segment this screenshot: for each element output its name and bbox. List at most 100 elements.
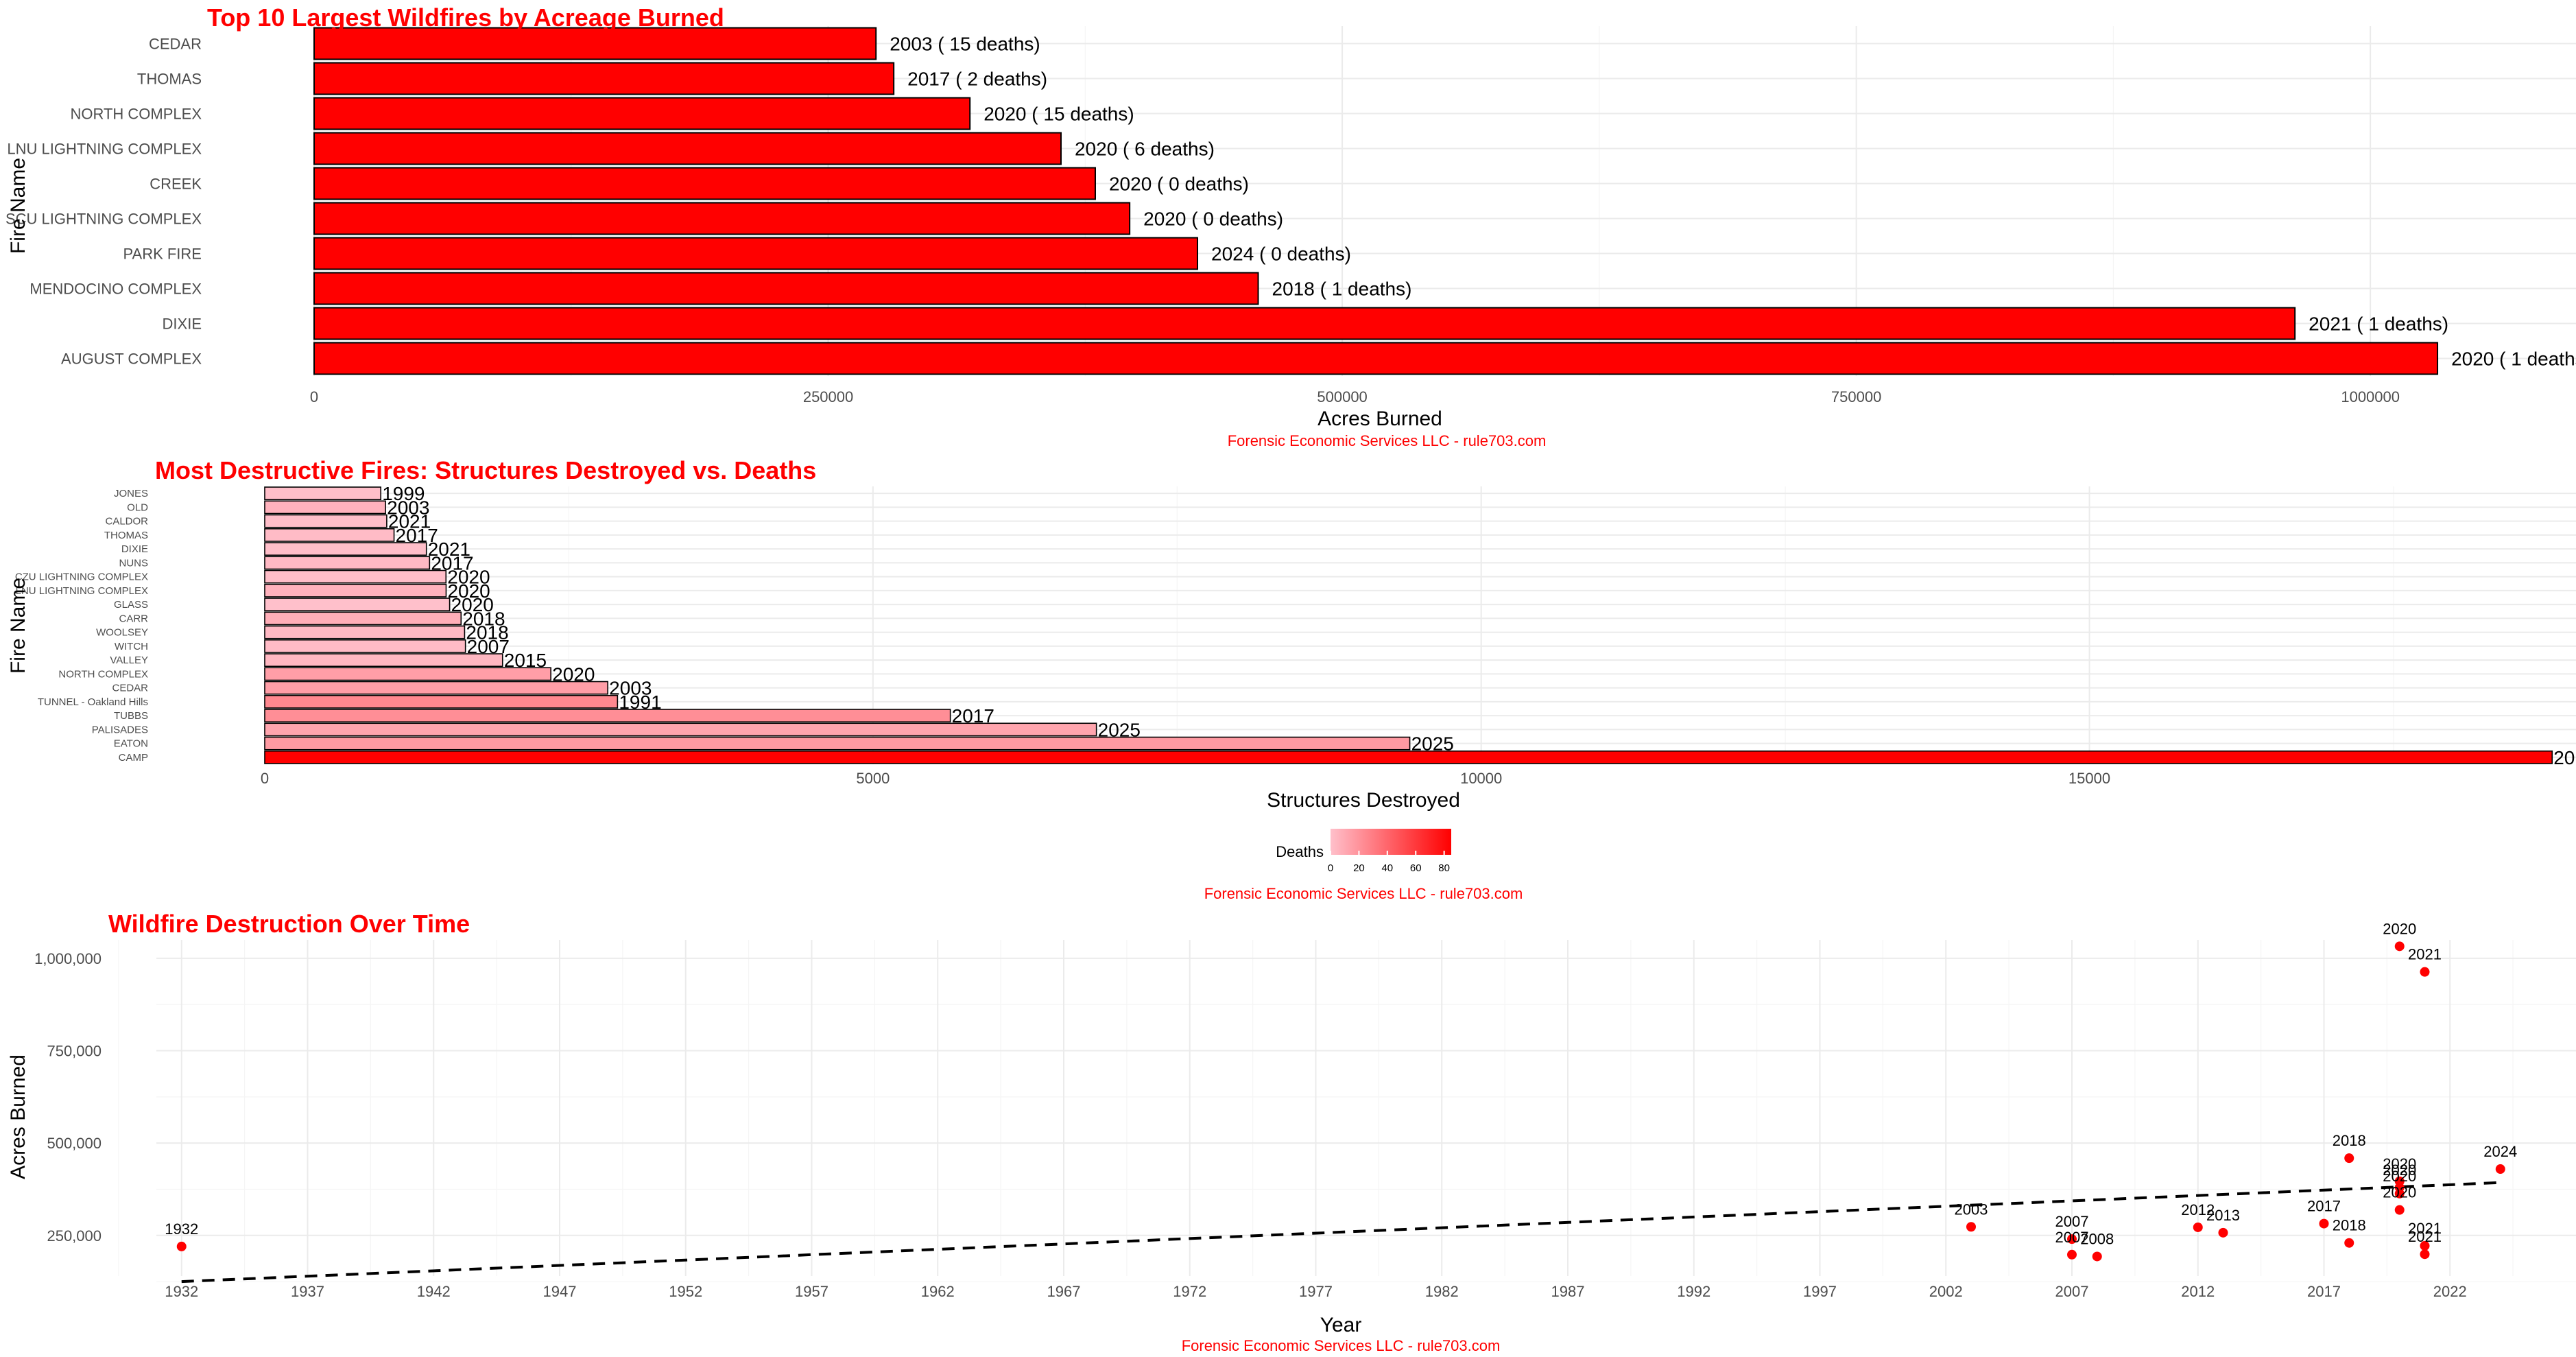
bar-label: 2017: [952, 705, 994, 727]
bar: [313, 167, 1096, 200]
bar-label: 2003: [609, 678, 652, 699]
category-label: DIXIE: [163, 316, 202, 333]
data-point: [2394, 941, 2405, 952]
y-axis-title: Fire Name: [7, 158, 29, 254]
data-point: [2319, 1218, 2329, 1229]
point-label: 1932: [165, 1220, 198, 1238]
x-tick-label: 0: [261, 770, 269, 787]
caption: Forensic Economic Services LLC - rule703…: [1204, 885, 1523, 902]
category-label: THOMAS: [137, 71, 202, 88]
x-tick-label: 15000: [2068, 770, 2110, 787]
data-point: [176, 1241, 187, 1251]
category-label: LNU LIGHTNING COMPLEX: [7, 141, 202, 158]
chart-title: Top 10 Largest Wildfires by Acreage Burn…: [207, 3, 724, 32]
category-label: MENDOCINO COMPLEX: [29, 281, 202, 298]
bar: [264, 569, 447, 584]
bar: [313, 342, 2439, 375]
bar: [264, 639, 466, 653]
category-label: CREEK: [150, 176, 202, 193]
bar-label: 2018 ( 1 deaths): [1272, 279, 1412, 300]
category-label: TUNNEL - Oakland Hills: [38, 696, 148, 708]
x-tick-label: 1992: [1677, 1283, 1710, 1300]
point-label: 2018: [2333, 1217, 2366, 1234]
data-point: [2394, 1188, 2405, 1199]
bar-label: 2021: [388, 511, 431, 532]
bar-label: 2020: [552, 663, 595, 685]
bar: [264, 486, 382, 501]
trend-line: [181, 1181, 2501, 1284]
data-point: [2420, 967, 2430, 977]
bar-label: 2020 ( 6 deaths): [1075, 139, 1215, 160]
bar-label: 2021 ( 1 deaths): [2309, 314, 2448, 335]
category-label: VALLEY: [110, 654, 148, 666]
category-label: CEDAR: [112, 683, 148, 694]
point-label: 2020: [2383, 1155, 2416, 1172]
category-label: SCU LIGHTNING COMPLEX: [5, 211, 202, 228]
category-label: CEDAR: [149, 36, 202, 53]
bar: [264, 750, 2553, 764]
x-axis-title: Acres Burned: [1317, 408, 1442, 430]
bar: [264, 514, 387, 528]
x-tick-label: 1957: [795, 1283, 828, 1300]
y-tick-label: 1,000,000: [34, 950, 102, 967]
legend-tick-label: 20: [1353, 862, 1365, 874]
point-label: 2003: [1955, 1201, 1988, 1218]
bar-label: 2024 ( 0 deaths): [1211, 244, 1351, 265]
bar-label: 2003: [387, 497, 429, 518]
bar: [313, 202, 1131, 235]
category-label: CAMP: [119, 752, 148, 764]
bar-label: 2025: [1098, 719, 1141, 740]
bar: [313, 97, 971, 130]
category-label: EATON: [114, 738, 148, 750]
x-tick-label: 1937: [291, 1283, 324, 1300]
caption: Forensic Economic Services LLC - rule703…: [1228, 432, 1547, 449]
data-point: [1966, 1222, 1976, 1232]
bar: [264, 694, 619, 709]
category-label: CARR: [119, 613, 148, 624]
point-label: 2007: [2055, 1229, 2089, 1246]
category-label: NORTH COMPLEX: [58, 668, 148, 680]
bar: [264, 709, 951, 723]
bar-label: 2018: [466, 622, 508, 644]
point-label: 2021: [2408, 1228, 2442, 1245]
point-label: 2018: [2333, 1132, 2366, 1149]
x-tick-label: 2012: [2181, 1283, 2215, 1300]
legend-tick-label: 40: [1381, 862, 1393, 874]
x-tick-label: 1982: [1425, 1283, 1459, 1300]
legend-tick-label: 60: [1410, 862, 1422, 874]
bar: [264, 556, 431, 570]
x-tick-label: 750000: [1831, 388, 1881, 405]
category-label: THOMAS: [104, 530, 148, 541]
bar-label: 2007: [467, 636, 510, 657]
data-point: [2193, 1222, 2203, 1232]
x-tick-label: 2007: [2055, 1283, 2089, 1300]
bar: [313, 27, 877, 60]
bar-label: 2020 ( 0 deaths): [1109, 174, 1249, 195]
x-axis-title: Structures Destroyed: [1267, 789, 1460, 812]
x-tick-label: 0: [310, 388, 318, 405]
x-tick-label: 1967: [1047, 1283, 1081, 1300]
y-axis-title: Acres Burned: [7, 1054, 29, 1179]
caption: Forensic Economic Services LLC - rule703…: [1182, 1337, 1501, 1354]
y-tick-label: 250,000: [47, 1227, 102, 1244]
bar: [313, 272, 1259, 305]
category-label: AUGUST COMPLEX: [61, 351, 202, 368]
bar: [264, 583, 447, 598]
x-tick-label: 250000: [803, 388, 853, 405]
y-tick-label: 500,000: [47, 1135, 102, 1152]
bar: [264, 598, 451, 612]
x-tick-label: 1952: [669, 1283, 702, 1300]
bar-label: 2003 ( 15 deaths): [890, 34, 1040, 55]
bar: [313, 237, 1199, 270]
x-tick-label: 5000: [856, 770, 890, 787]
bar-label: 2020 ( 0 deaths): [1143, 209, 1283, 230]
bar-label: 2015: [504, 650, 547, 671]
category-label: GLASS: [114, 599, 148, 611]
data-point: [2495, 1164, 2505, 1175]
x-axis-title: Year: [1320, 1314, 1362, 1336]
bar: [264, 542, 427, 556]
bar: [264, 653, 503, 668]
x-tick-label: 500000: [1317, 388, 1367, 405]
bar-label: 2017: [396, 525, 438, 546]
